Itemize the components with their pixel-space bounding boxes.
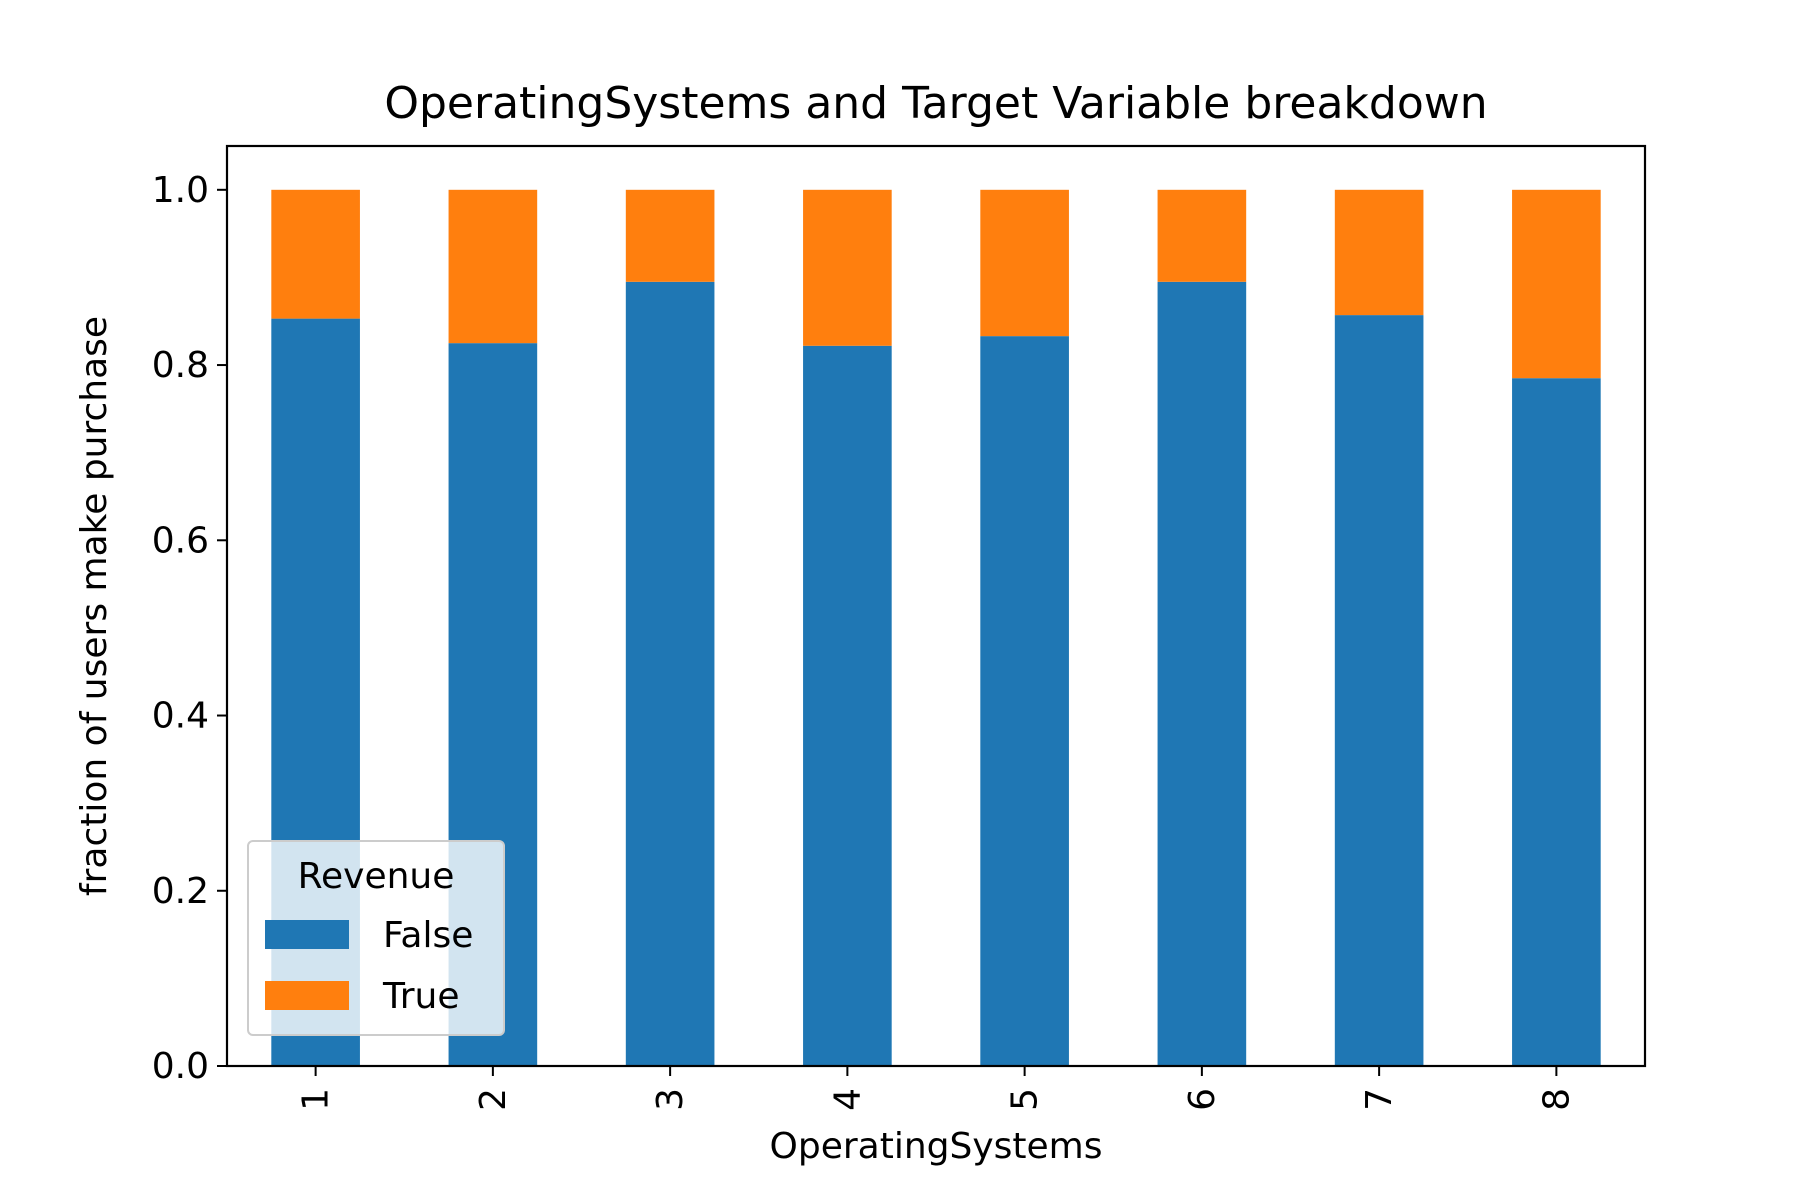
bar-false-os-8 [1512, 378, 1601, 1066]
bar-true-os-5 [980, 189, 1069, 337]
y-tick-label: 0.0 [152, 1046, 209, 1087]
y-tick-label: 0.4 [152, 696, 209, 737]
x-axis: 1 2 3 4 5 6 7 8 [296, 1066, 1577, 1111]
plot-frame [225, 144, 1647, 1068]
bars-layer [271, 189, 1601, 1067]
legend-swatch-false [265, 920, 349, 949]
x-tick-label: 6 [1182, 1088, 1223, 1111]
bar-true-os-1 [271, 189, 360, 319]
y-tick-label: 0.2 [152, 871, 209, 912]
x-tick-label: 5 [1005, 1088, 1046, 1111]
x-tick-label: 1 [296, 1088, 337, 1111]
bar-false-os-6 [1157, 281, 1247, 1066]
legend: Revenue False True [247, 840, 505, 1036]
x-axis-label: OperatingSystems [770, 1126, 1103, 1167]
bar-true-os-3 [625, 189, 715, 282]
x-tick-label: 2 [473, 1088, 514, 1111]
legend-label-true: True [382, 976, 459, 1017]
bar-false-os-4 [803, 345, 892, 1066]
y-axis: 0.0 0.2 0.4 0.6 0.8 1.0 [152, 170, 227, 1087]
bar-true-os-4 [803, 189, 892, 346]
y-tick-label: 0.8 [152, 345, 209, 386]
x-tick-label: 8 [1536, 1088, 1577, 1111]
y-axis-label: fraction of users make purchase [74, 316, 115, 896]
bar-false-os-7 [1334, 315, 1424, 1067]
legend-label-false: False [383, 915, 473, 956]
x-tick-label: 7 [1359, 1088, 1400, 1111]
bar-true-os-7 [1334, 189, 1424, 316]
y-tick-label: 0.6 [152, 520, 209, 561]
legend-title: Revenue [298, 856, 455, 897]
x-tick-label: 4 [827, 1088, 868, 1111]
bar-true-os-2 [448, 189, 538, 344]
bar-true-os-6 [1157, 189, 1247, 282]
legend-swatch-true [265, 981, 349, 1010]
chart-title: OperatingSystems and Target Variable bre… [384, 78, 1487, 129]
bar-true-os-8 [1512, 189, 1601, 379]
bar-false-os-5 [980, 336, 1069, 1067]
y-tick-label: 1.0 [152, 170, 209, 211]
x-tick-label: 3 [650, 1088, 691, 1111]
bar-false-os-3 [625, 281, 715, 1066]
